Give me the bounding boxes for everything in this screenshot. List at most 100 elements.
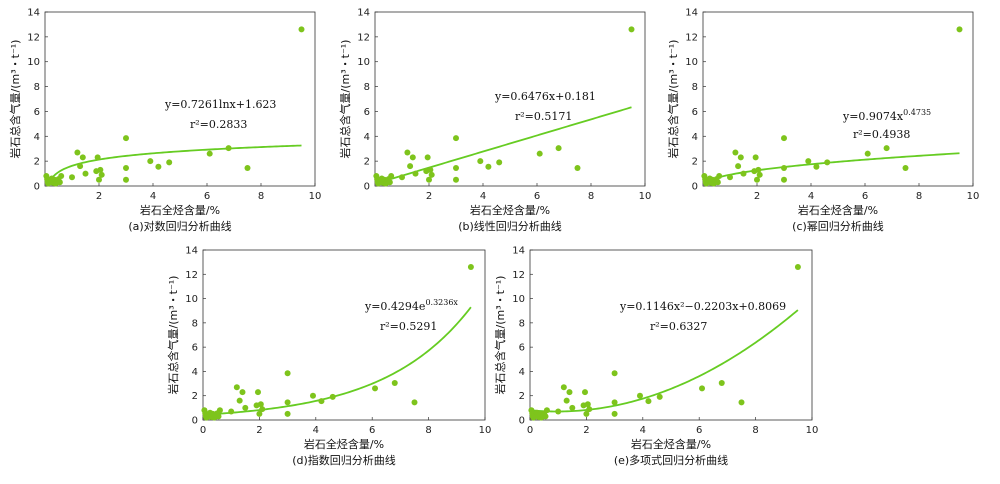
- x-tick-label: 8: [258, 191, 264, 202]
- data-point: [824, 159, 831, 166]
- x-tick-label: 8: [425, 425, 431, 436]
- equation-exponent: 0.4735: [903, 108, 931, 117]
- data-point: [79, 154, 86, 161]
- y-tick-label: 2: [34, 157, 40, 168]
- data-point: [453, 164, 459, 171]
- y-tick-label: 2: [364, 157, 370, 168]
- y-tick-label: 14: [185, 246, 198, 257]
- panel-caption: (d)指数回归分析曲线: [292, 453, 396, 467]
- data-point: [77, 163, 84, 170]
- panel-caption: (c)幂回归分析曲线: [792, 219, 884, 233]
- data-point: [82, 170, 89, 177]
- data-point: [56, 179, 63, 186]
- fit-curve-b: [376, 106, 632, 185]
- data-point: [123, 135, 129, 142]
- data-point: [956, 26, 963, 33]
- data-point: [781, 135, 787, 142]
- data-point: [727, 174, 733, 181]
- x-tick-label: 2: [754, 191, 760, 202]
- x-axis-label: 岩石全烃含量/%: [304, 437, 384, 451]
- y-axis-label: 岩石总含气量/(m³・t⁻¹): [8, 40, 22, 159]
- data-point: [298, 26, 305, 33]
- data-point: [284, 370, 291, 377]
- data-point: [581, 389, 588, 396]
- y-tick-label: 8: [192, 318, 198, 329]
- equation-text: y=0.6476x+0.181: [494, 90, 596, 103]
- data-point: [738, 399, 745, 406]
- regression-equation: y=0.4294e0.3236x: [364, 298, 458, 313]
- y-tick-label: 14: [357, 8, 370, 19]
- data-point: [97, 166, 104, 173]
- data-point: [555, 408, 562, 415]
- data-point: [123, 176, 129, 183]
- x-tick-label: 10: [806, 425, 819, 436]
- y-tick-label: 6: [192, 343, 198, 354]
- y-tick-label: 2: [692, 157, 698, 168]
- y-tick-label: 10: [685, 57, 698, 68]
- data-point: [428, 171, 435, 178]
- panel-caption: (b)线性回归分析曲线: [458, 219, 562, 233]
- chart-panel-d: 0 2 4 6 8 10 12 14 0 2 4 6 8 10 岩石全烃含量/% 岩石总含气量/(m³・t⁻¹…: [155, 240, 500, 484]
- data-point: [426, 176, 432, 183]
- data-point: [225, 145, 232, 152]
- y-tick-label: 6: [692, 107, 698, 118]
- chart-c-svg: 0 2 4 6 8 10 12 14 2 4 6 8 10 岩石全烃含量/% 岩石总含气量/(m³・t⁻¹)…: [666, 8, 980, 234]
- data-point: [813, 163, 820, 170]
- data-point: [216, 407, 223, 414]
- y-tick-label: 4: [192, 367, 198, 378]
- chart-panel-b: 0 2 4 6 8 10 12 14 2 4 6 8 10 岩石全烃含量/% 岩石总含气量/(m³・t⁻¹)…: [330, 0, 670, 242]
- data-point: [560, 384, 567, 391]
- data-point: [584, 401, 591, 408]
- x-tick-label: 8: [588, 191, 594, 202]
- panel-caption: (a)对数回归分析曲线: [128, 219, 231, 233]
- data-point: [309, 392, 316, 399]
- x-tick-label: 10: [967, 191, 980, 202]
- x-tick-label: 4: [480, 191, 486, 202]
- regression-equation: y=0.1146x²−0.2203x+0.8069: [619, 300, 786, 313]
- data-point: [155, 163, 162, 170]
- y-tick-label: 10: [512, 294, 525, 305]
- y-tick-label: 2: [519, 391, 525, 402]
- data-point: [409, 154, 416, 161]
- y-tick-label: 6: [34, 107, 40, 118]
- data-point: [794, 264, 801, 270]
- r-squared-label: r²=0.2833: [190, 118, 247, 131]
- y-tick-label: 4: [364, 132, 370, 143]
- y-tick-label: 14: [512, 246, 525, 257]
- x-tick-label: 6: [369, 425, 375, 436]
- fit-curve-d: [204, 306, 472, 416]
- data-point: [883, 145, 890, 152]
- data-point: [166, 159, 173, 166]
- data-point: [574, 164, 581, 171]
- y-tick-label: 12: [27, 32, 40, 43]
- data-point: [284, 410, 291, 417]
- x-tick-label: 8: [916, 191, 922, 202]
- data-point: [399, 174, 405, 181]
- data-point: [583, 410, 590, 417]
- x-tick-label: 6: [204, 191, 210, 202]
- data-point: [555, 145, 562, 152]
- data-point: [98, 171, 105, 178]
- x-axis-label: 岩石全烃含量/%: [470, 203, 550, 217]
- y-tick-label: 2: [192, 391, 198, 402]
- y-tick-label: 12: [685, 32, 698, 43]
- y-tick-label: 0: [364, 182, 370, 193]
- y-tick-label: 0: [692, 182, 698, 193]
- plot-frame-e: [529, 249, 813, 421]
- data-point: [427, 166, 434, 173]
- data-point: [752, 154, 759, 161]
- plot-frame-c: [702, 11, 974, 187]
- x-axis-label: 岩石全烃含量/%: [798, 203, 878, 217]
- data-point: [586, 406, 593, 413]
- chart-d-svg: 0 2 4 6 8 10 12 14 0 2 4 6 8 10 岩石全烃含量/% 岩石总含气量/(m³・t⁻¹…: [166, 246, 491, 468]
- y-tick-label: 8: [692, 82, 698, 93]
- data-point: [228, 408, 235, 415]
- data-point: [329, 393, 336, 400]
- data-point: [147, 158, 154, 165]
- data-point: [318, 398, 325, 405]
- data-point: [242, 404, 249, 411]
- r-squared-label: r²=0.6327: [650, 320, 707, 333]
- x-tick-label: 4: [808, 191, 814, 202]
- x-tick-label: 10: [639, 191, 652, 202]
- data-point: [388, 173, 395, 180]
